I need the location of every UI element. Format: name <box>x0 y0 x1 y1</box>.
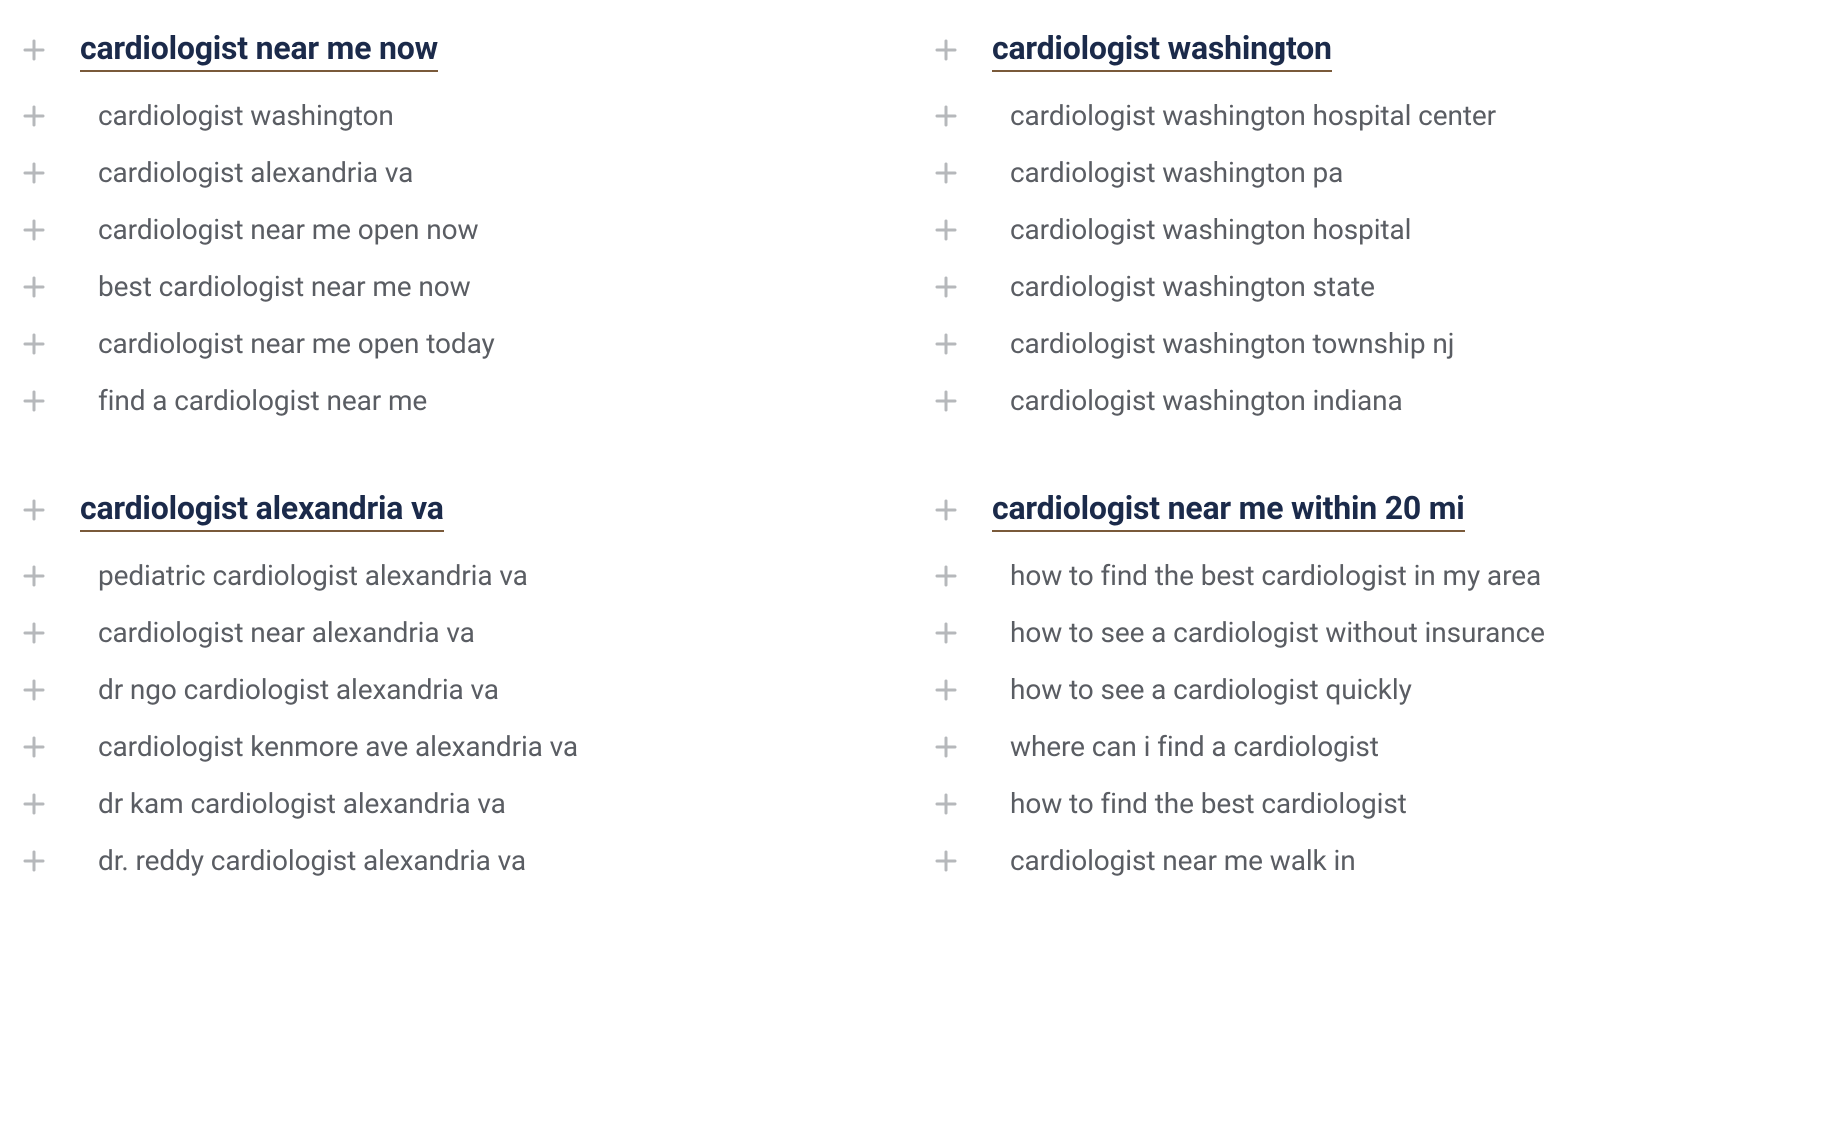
plus-icon[interactable] <box>932 847 960 875</box>
keyword-item-row: cardiologist near me walk in <box>932 843 1804 878</box>
plus-icon[interactable] <box>20 36 48 64</box>
keyword-item-row: how to find the best cardiologist <box>932 786 1804 821</box>
keyword-item[interactable]: how to find the best cardiologist <box>1010 786 1407 821</box>
keyword-item[interactable]: how to see a cardiologist without insura… <box>1010 615 1545 650</box>
keyword-item[interactable]: where can i find a cardiologist <box>1010 729 1379 764</box>
keyword-item[interactable]: cardiologist near me open today <box>98 326 495 361</box>
keyword-heading[interactable]: cardiologist washington <box>992 28 1332 72</box>
keyword-heading-row: cardiologist washington <box>932 28 1804 72</box>
keyword-item-row: dr. reddy cardiologist alexandria va <box>20 843 892 878</box>
keyword-item[interactable]: cardiologist washington hospital center <box>1010 98 1496 133</box>
plus-icon[interactable] <box>20 330 48 358</box>
keyword-item[interactable]: cardiologist washington pa <box>1010 155 1343 190</box>
keyword-item-row: cardiologist washington pa <box>932 155 1804 190</box>
keyword-item-row: pediatric cardiologist alexandria va <box>20 558 892 593</box>
plus-icon[interactable] <box>932 676 960 704</box>
plus-icon[interactable] <box>932 733 960 761</box>
keyword-item-row: find a cardiologist near me <box>20 383 892 418</box>
keyword-item-row: how to see a cardiologist without insura… <box>932 615 1804 650</box>
plus-icon[interactable] <box>20 619 48 647</box>
keyword-group: cardiologist alexandria va pediatric car… <box>20 488 892 878</box>
plus-icon[interactable] <box>932 102 960 130</box>
keyword-item[interactable]: cardiologist washington hospital <box>1010 212 1411 247</box>
plus-icon[interactable] <box>20 159 48 187</box>
plus-icon[interactable] <box>932 273 960 301</box>
plus-icon[interactable] <box>20 676 48 704</box>
keyword-item-row: cardiologist near alexandria va <box>20 615 892 650</box>
plus-icon[interactable] <box>932 330 960 358</box>
keyword-item[interactable]: cardiologist kenmore ave alexandria va <box>98 729 578 764</box>
plus-icon[interactable] <box>20 102 48 130</box>
keyword-item-row: where can i find a cardiologist <box>932 729 1804 764</box>
keyword-item[interactable]: cardiologist alexandria va <box>98 155 413 190</box>
keyword-item-row: cardiologist washington hospital center <box>932 98 1804 133</box>
plus-icon[interactable] <box>20 216 48 244</box>
plus-icon[interactable] <box>932 496 960 524</box>
keyword-item[interactable]: dr ngo cardiologist alexandria va <box>98 672 499 707</box>
keyword-item[interactable]: cardiologist near alexandria va <box>98 615 475 650</box>
keyword-item-row: dr ngo cardiologist alexandria va <box>20 672 892 707</box>
plus-icon[interactable] <box>932 790 960 818</box>
keyword-item[interactable]: dr kam cardiologist alexandria va <box>98 786 506 821</box>
plus-icon[interactable] <box>20 387 48 415</box>
keyword-item-row: dr kam cardiologist alexandria va <box>20 786 892 821</box>
keyword-item-row: best cardiologist near me now <box>20 269 892 304</box>
plus-icon[interactable] <box>20 496 48 524</box>
plus-icon[interactable] <box>20 562 48 590</box>
keyword-group: cardiologist washington cardiologist was… <box>932 28 1804 418</box>
keyword-item-row: how to find the best cardiologist in my … <box>932 558 1804 593</box>
plus-icon[interactable] <box>932 36 960 64</box>
keyword-item-row: cardiologist washington <box>20 98 892 133</box>
keyword-group: cardiologist near me now cardiologist wa… <box>20 28 892 418</box>
keyword-item-row: cardiologist washington state <box>932 269 1804 304</box>
keyword-item[interactable]: how to find the best cardiologist in my … <box>1010 558 1541 593</box>
plus-icon[interactable] <box>20 273 48 301</box>
plus-icon[interactable] <box>932 619 960 647</box>
keyword-heading-row: cardiologist alexandria va <box>20 488 892 532</box>
keyword-item[interactable]: best cardiologist near me now <box>98 269 471 304</box>
keyword-item[interactable]: find a cardiologist near me <box>98 383 427 418</box>
keyword-item[interactable]: pediatric cardiologist alexandria va <box>98 558 528 593</box>
keyword-item[interactable]: cardiologist washington indiana <box>1010 383 1403 418</box>
keyword-item[interactable]: cardiologist washington <box>98 98 394 133</box>
keyword-item-row: cardiologist near me open now <box>20 212 892 247</box>
keyword-item-row: cardiologist washington hospital <box>932 212 1804 247</box>
keyword-item-row: cardiologist washington indiana <box>932 383 1804 418</box>
keyword-item[interactable]: how to see a cardiologist quickly <box>1010 672 1412 707</box>
keyword-item[interactable]: cardiologist washington township nj <box>1010 326 1454 361</box>
plus-icon[interactable] <box>20 790 48 818</box>
plus-icon[interactable] <box>20 733 48 761</box>
keyword-heading-row: cardiologist near me within 20 mi <box>932 488 1804 532</box>
keyword-item-row: how to see a cardiologist quickly <box>932 672 1804 707</box>
plus-icon[interactable] <box>932 387 960 415</box>
plus-icon[interactable] <box>932 216 960 244</box>
plus-icon[interactable] <box>20 847 48 875</box>
keyword-item-row: cardiologist alexandria va <box>20 155 892 190</box>
plus-icon[interactable] <box>932 562 960 590</box>
keyword-item[interactable]: cardiologist washington state <box>1010 269 1375 304</box>
keyword-heading-row: cardiologist near me now <box>20 28 892 72</box>
keyword-heading[interactable]: cardiologist near me now <box>80 28 438 72</box>
keyword-heading[interactable]: cardiologist alexandria va <box>80 488 444 532</box>
keyword-item[interactable]: cardiologist near me open now <box>98 212 478 247</box>
keyword-heading[interactable]: cardiologist near me within 20 mi <box>992 488 1465 532</box>
keyword-item[interactable]: dr. reddy cardiologist alexandria va <box>98 843 526 878</box>
keyword-item-row: cardiologist kenmore ave alexandria va <box>20 729 892 764</box>
keyword-item-row: cardiologist near me open today <box>20 326 892 361</box>
keyword-item[interactable]: cardiologist near me walk in <box>1010 843 1356 878</box>
plus-icon[interactable] <box>932 159 960 187</box>
keyword-group: cardiologist near me within 20 mi how to… <box>932 488 1804 878</box>
keyword-grid: cardiologist near me now cardiologist wa… <box>20 28 1804 878</box>
keyword-item-row: cardiologist washington township nj <box>932 326 1804 361</box>
